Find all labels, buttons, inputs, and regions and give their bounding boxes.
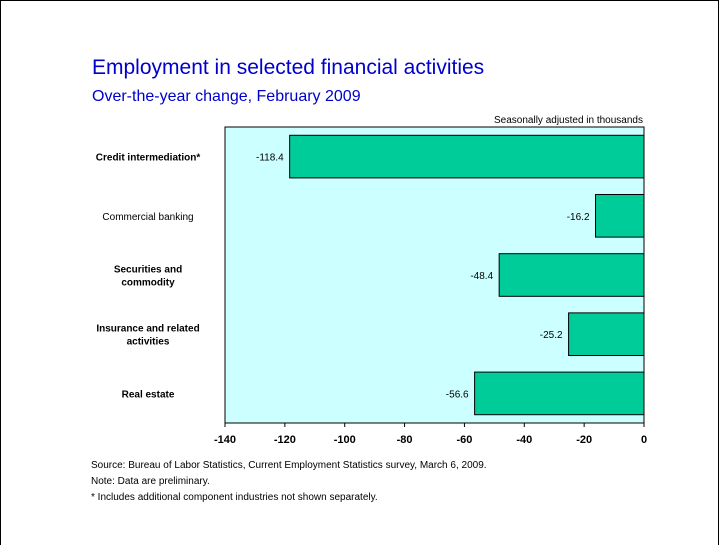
asterisk-note: * Includes additional component industri… — [91, 492, 378, 503]
bar — [474, 371, 645, 416]
chart-subtitle: Over-the-year change, February 2009 — [92, 88, 361, 105]
category-label: Credit intermediation* — [96, 153, 201, 164]
category-label: Real estate — [122, 389, 175, 400]
category-label: Insurance and related activities — [96, 324, 199, 348]
x-tick-label: 0 — [641, 434, 647, 446]
chart-title: Employment in selected financial activit… — [92, 56, 485, 79]
source-note: Source: Bureau of Labor Statistics, Curr… — [91, 460, 487, 471]
x-tick-label: -20 — [576, 434, 592, 446]
bar — [568, 312, 645, 357]
preliminary-note: Note: Data are preliminary. — [91, 476, 210, 487]
bar — [289, 134, 645, 179]
x-tick-label: -40 — [516, 434, 532, 446]
data-label: -16.2 — [567, 212, 590, 223]
footer-notes: Source: Bureau of Labor Statistics, Curr… — [91, 458, 487, 506]
x-tick-label: -60 — [456, 434, 472, 446]
category-label: Commercial banking — [102, 212, 193, 223]
data-label: -118.4 — [256, 153, 284, 164]
x-tick-label: -140 — [214, 434, 236, 446]
units-note: Seasonally adjusted in thousands — [494, 115, 643, 126]
data-label: -25.2 — [540, 330, 563, 341]
data-label: -56.6 — [446, 389, 469, 400]
category-label: Securities and commodity — [114, 265, 182, 289]
bar — [595, 193, 645, 238]
x-tick-label: -120 — [274, 434, 296, 446]
x-tick-label: -100 — [334, 434, 356, 446]
data-label: -48.4 — [470, 271, 493, 282]
bar — [498, 253, 645, 297]
x-tick-label: -80 — [397, 434, 413, 446]
